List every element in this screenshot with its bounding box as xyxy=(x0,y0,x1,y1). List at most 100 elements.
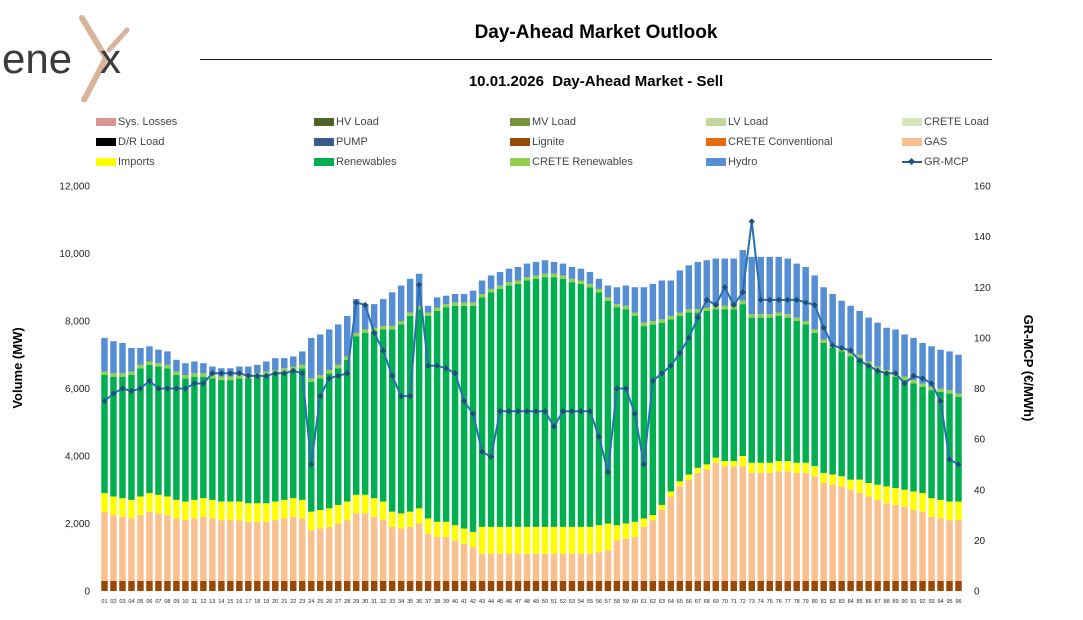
y-tick-label: 8,000 xyxy=(65,317,90,328)
bar-imports-49 xyxy=(532,526,540,554)
gr-mcp-point-44 xyxy=(487,453,495,460)
bar-imports-20 xyxy=(272,501,279,521)
bar-imports-66 xyxy=(685,474,693,480)
legend-swatch xyxy=(96,158,116,166)
bar-renewables-16 xyxy=(236,378,243,502)
bar-gas-83 xyxy=(838,486,845,581)
bar-gas-84 xyxy=(847,489,854,581)
bar-hydro-93 xyxy=(928,346,935,387)
bar-imports-40 xyxy=(451,525,459,541)
bar-renewables-51 xyxy=(550,277,558,527)
bar-imports-09 xyxy=(173,499,180,519)
bar-lignite-50 xyxy=(541,580,549,592)
bar-gas-12 xyxy=(200,516,207,581)
bar-lignite-17 xyxy=(245,580,252,592)
bar-hydro-66 xyxy=(685,265,693,310)
y2-tick-label: 80 xyxy=(974,384,986,395)
bar-gas-30 xyxy=(361,513,369,581)
x-tick-label: 11 xyxy=(192,599,198,605)
x-tick-label: 26 xyxy=(326,599,332,605)
bar-imports-92 xyxy=(919,493,926,512)
bar-renewables-57 xyxy=(604,300,612,524)
bar-crete-renewables-85 xyxy=(856,354,863,359)
bar-gas-54 xyxy=(577,553,585,581)
bar-imports-01 xyxy=(101,493,108,512)
legend-item-pump: PUMP xyxy=(314,136,368,148)
x-tick-label: 22 xyxy=(290,599,296,605)
x-tick-label: 67 xyxy=(695,599,701,605)
bar-lignite-07 xyxy=(155,580,162,592)
bar-imports-45 xyxy=(496,526,504,554)
gr-mcp-point-45 xyxy=(496,408,504,415)
bar-imports-96 xyxy=(955,501,962,521)
x-tick-label: 95 xyxy=(946,599,952,605)
x-tick-label: 64 xyxy=(668,599,674,605)
bar-hydro-39 xyxy=(442,295,450,305)
y2-tick-label: 160 xyxy=(974,182,991,193)
bar-gas-07 xyxy=(155,513,162,581)
bar-hydro-24 xyxy=(308,337,315,379)
bar-gas-53 xyxy=(568,553,576,581)
gr-mcp-point-28 xyxy=(344,370,351,377)
bar-hydro-25 xyxy=(317,334,324,375)
x-tick-label: 35 xyxy=(407,599,413,605)
bar-renewables-15 xyxy=(227,380,234,502)
bar-imports-47 xyxy=(514,526,522,554)
bar-crete-renewables-55 xyxy=(586,283,594,288)
bar-gas-23 xyxy=(299,518,306,581)
legend-label: HV Load xyxy=(336,116,379,128)
bar-lignite-61 xyxy=(640,580,648,592)
bar-lignite-64 xyxy=(667,580,675,592)
bar-gas-62 xyxy=(649,520,657,581)
bar-gas-18 xyxy=(254,521,261,581)
bar-lignite-10 xyxy=(182,580,189,592)
bar-hydro-19 xyxy=(263,361,270,372)
bar-renewables-61 xyxy=(640,326,648,519)
page-title: Day-Ahead Market Outlook xyxy=(474,22,718,43)
bar-gas-75 xyxy=(766,472,773,581)
x-tick-label: 91 xyxy=(910,599,916,605)
legend-label: Lignite xyxy=(532,136,565,148)
bar-imports-89 xyxy=(892,488,899,505)
bar-lignite-03 xyxy=(119,580,126,592)
bar-imports-70 xyxy=(721,461,729,467)
bar-renewables-23 xyxy=(299,368,306,500)
bar-gas-43 xyxy=(478,553,486,581)
bar-gas-73 xyxy=(748,472,755,581)
bar-lignite-94 xyxy=(937,580,944,592)
x-tick-label: 25 xyxy=(317,599,323,605)
bar-hydro-51 xyxy=(550,261,558,274)
bar-gas-26 xyxy=(326,526,333,581)
bar-lignite-85 xyxy=(856,580,863,592)
x-tick-label: 38 xyxy=(434,599,440,605)
bar-lignite-80 xyxy=(811,580,818,592)
bar-hydro-42 xyxy=(469,290,477,303)
bar-imports-18 xyxy=(254,503,261,522)
bar-renewables-35 xyxy=(406,315,414,512)
bar-renewables-38 xyxy=(433,310,441,522)
bar-crete-renewables-37 xyxy=(424,312,432,316)
bar-renewables-83 xyxy=(838,351,845,477)
bar-lignite-88 xyxy=(883,580,890,592)
y-tick-label: 4,000 xyxy=(65,452,90,463)
x-tick-label: 56 xyxy=(596,599,602,605)
gr-mcp-point-46 xyxy=(505,408,513,415)
bar-lignite-08 xyxy=(164,580,171,592)
bar-crete-renewables-95 xyxy=(946,390,953,394)
bar-lignite-14 xyxy=(218,580,225,592)
gr-mcp-point-43 xyxy=(478,448,486,455)
bar-renewables-79 xyxy=(802,324,809,463)
bar-imports-88 xyxy=(883,486,890,504)
legend-item-crete-conventional: CRETE Conventional xyxy=(706,136,833,148)
x-tick-label: 31 xyxy=(371,599,377,605)
bar-crete-renewables-26 xyxy=(326,369,333,374)
legend-swatch xyxy=(510,118,530,126)
x-tick-label: 23 xyxy=(299,599,305,605)
bar-gas-44 xyxy=(487,553,495,581)
legend-swatch xyxy=(706,158,726,166)
bar-crete-renewables-11 xyxy=(191,373,198,377)
x-tick-label: 02 xyxy=(110,599,116,605)
bar-hydro-46 xyxy=(505,268,513,283)
bar-crete-renewables-56 xyxy=(595,288,603,293)
bar-renewables-34 xyxy=(397,324,405,514)
